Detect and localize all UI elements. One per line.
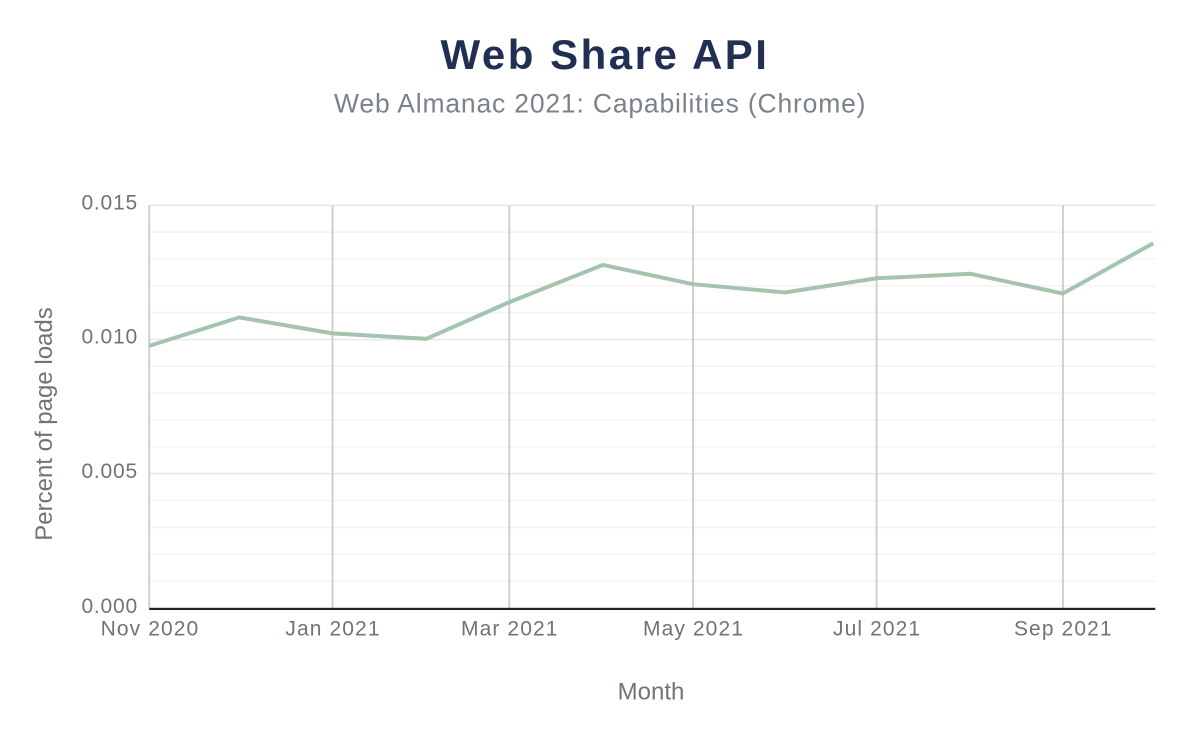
svg-text:0.010: 0.010 <box>81 326 138 349</box>
svg-text:Jul 2021: Jul 2021 <box>833 617 921 640</box>
svg-text:Month: Month <box>618 679 685 706</box>
svg-text:May 2021: May 2021 <box>643 617 744 640</box>
svg-text:Web Almanac 2021: Capabilities: Web Almanac 2021: Capabilities (Chrome) <box>334 89 866 119</box>
svg-text:Sep 2021: Sep 2021 <box>1014 617 1113 640</box>
svg-text:Mar 2021: Mar 2021 <box>461 617 559 640</box>
svg-text:0.005: 0.005 <box>81 460 138 483</box>
svg-text:Percent of page loads: Percent of page loads <box>31 307 58 541</box>
svg-text:Jan 2021: Jan 2021 <box>285 617 380 640</box>
svg-text:0.015: 0.015 <box>81 192 138 215</box>
svg-text:Nov 2020: Nov 2020 <box>101 617 200 640</box>
svg-text:0.000: 0.000 <box>81 595 138 618</box>
svg-text:Web Share API: Web Share API <box>441 31 770 78</box>
